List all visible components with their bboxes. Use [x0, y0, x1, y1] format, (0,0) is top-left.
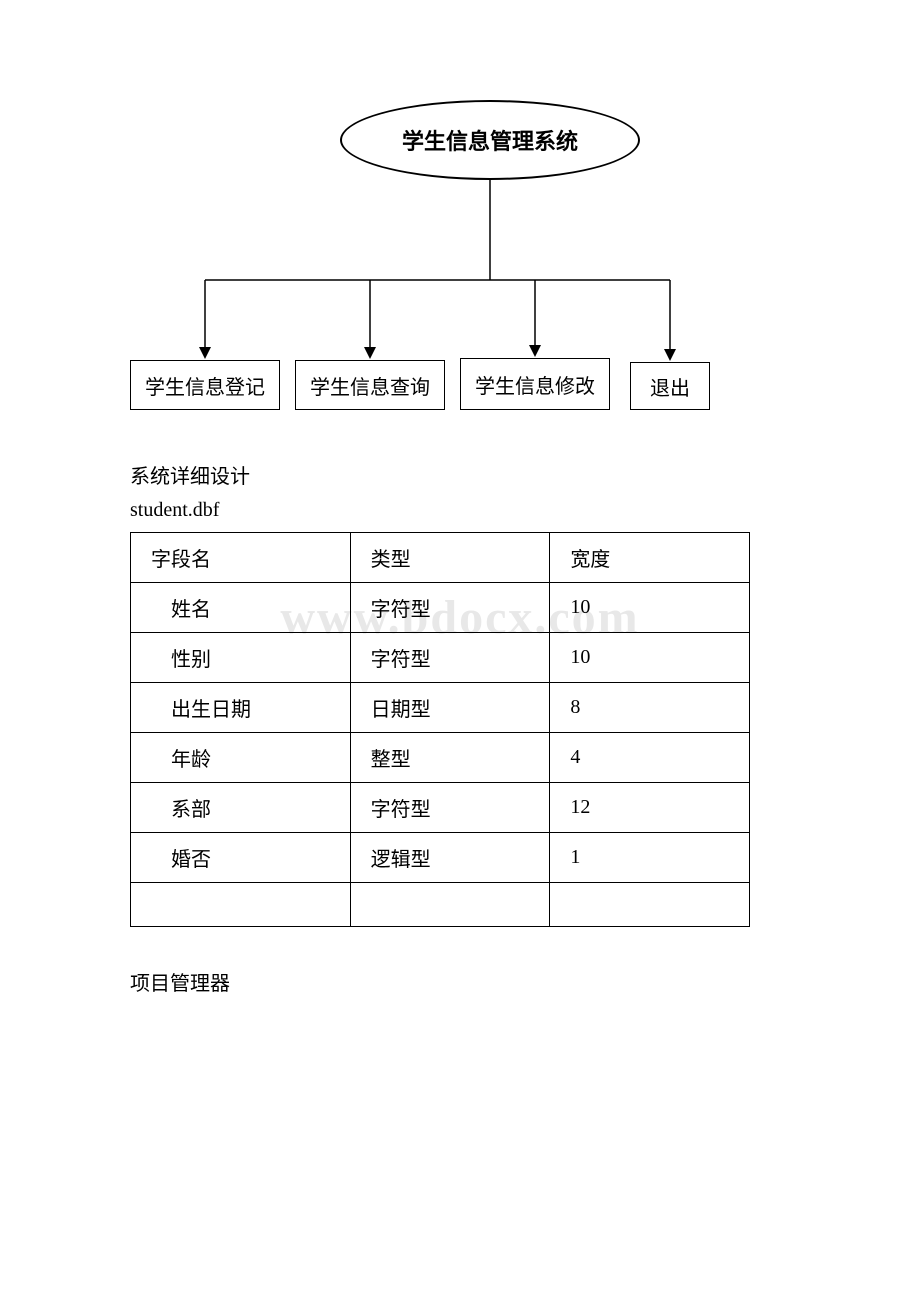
section-heading-detail: 系统详细设计 — [130, 460, 860, 489]
table-cell: 字符型 — [350, 633, 550, 683]
child-node-exit: 退出 — [630, 362, 710, 410]
table-row: 年龄 整型 4 — [131, 733, 750, 783]
table-cell: 8 — [550, 683, 750, 733]
child-node-label: 学生信息登记 — [145, 371, 265, 400]
child-node-label: 学生信息修改 — [475, 370, 595, 399]
table-row: 出生日期 日期型 8 — [131, 683, 750, 733]
child-node-modify: 学生信息修改 — [460, 358, 610, 410]
root-node-label: 学生信息管理系统 — [402, 124, 578, 156]
table-cell — [131, 883, 351, 927]
table-cell: 12 — [550, 783, 750, 833]
table-cell: 10 — [550, 583, 750, 633]
table-header-cell: 宽度 — [550, 533, 750, 583]
child-node-label: 学生信息查询 — [310, 371, 430, 400]
table-row: 性别 字符型 10 — [131, 633, 750, 683]
table-cell — [350, 883, 550, 927]
table-cell: 1 — [550, 833, 750, 883]
table-row: 姓名 字符型 10 — [131, 583, 750, 633]
table-cell: 日期型 — [350, 683, 550, 733]
child-node-register: 学生信息登记 — [130, 360, 280, 410]
hierarchy-diagram: 学生信息管理系统 学生信息登记 学生信息查询 学生信息修改 退出 — [110, 100, 810, 420]
table-cell: 字符型 — [350, 783, 550, 833]
table-cell: 字符型 — [350, 583, 550, 633]
table-cell: 4 — [550, 733, 750, 783]
table-cell: 姓名 — [131, 583, 351, 633]
section-heading-project-mgr: 项目管理器 — [130, 967, 860, 996]
root-node: 学生信息管理系统 — [340, 100, 640, 180]
page-content: 学生信息管理系统 学生信息登记 学生信息查询 学生信息修改 退出 系统详细设计 … — [60, 100, 860, 996]
table-cell: 出生日期 — [131, 683, 351, 733]
table-header-cell: 字段名 — [131, 533, 351, 583]
table-cell: 整型 — [350, 733, 550, 783]
table-caption: student.dbf — [130, 499, 860, 522]
table-cell: 年龄 — [131, 733, 351, 783]
table-row: 系部 字符型 12 — [131, 783, 750, 833]
table-cell: 性别 — [131, 633, 351, 683]
table-row: 婚否 逻辑型 1 — [131, 833, 750, 883]
schema-table: 字段名 类型 宽度 姓名 字符型 10 性别 字符型 10 出生日期 日期型 8… — [130, 532, 750, 927]
table-cell: 10 — [550, 633, 750, 683]
table-header-row: 字段名 类型 宽度 — [131, 533, 750, 583]
table-cell: 婚否 — [131, 833, 351, 883]
table-row — [131, 883, 750, 927]
table-cell: 系部 — [131, 783, 351, 833]
table-cell: 逻辑型 — [350, 833, 550, 883]
table-cell — [550, 883, 750, 927]
table-header-cell: 类型 — [350, 533, 550, 583]
child-node-label: 退出 — [650, 372, 690, 401]
child-node-query: 学生信息查询 — [295, 360, 445, 410]
